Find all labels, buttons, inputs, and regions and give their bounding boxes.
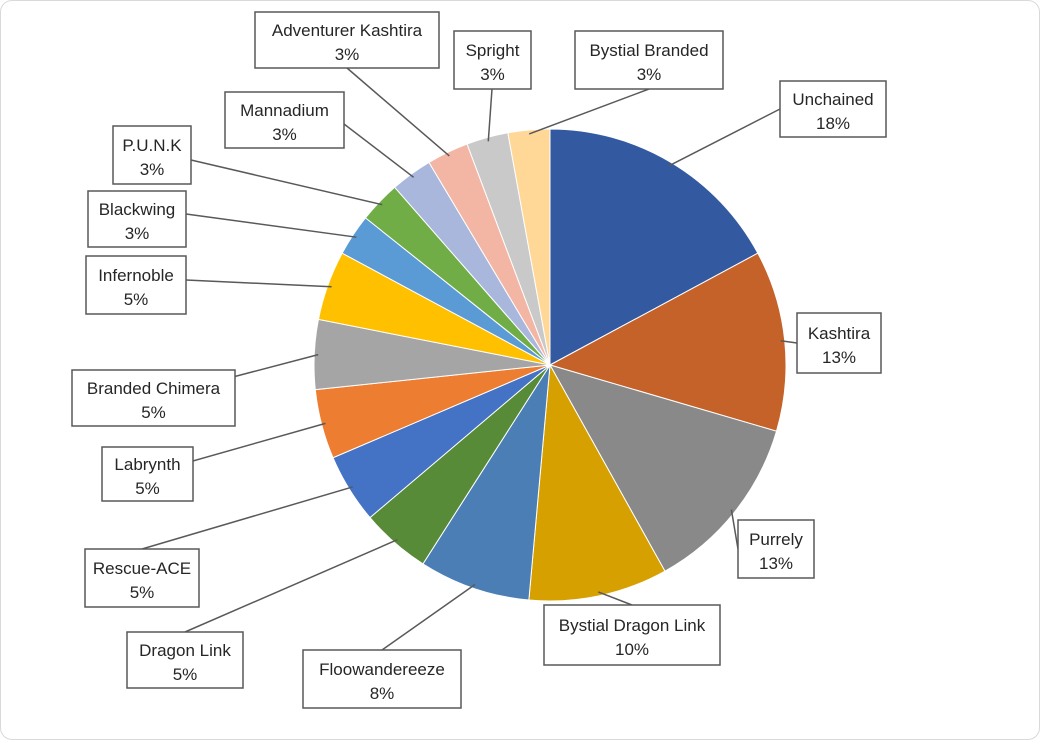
data-label-p-u-n-k: P.U.N.K 3% [112,125,192,185]
data-label-adventurer-kashtira: Adventurer Kashtira 3% [254,11,440,69]
data-label-percent: 5% [135,479,160,498]
data-label-box [84,548,200,608]
data-label-name: Adventurer Kashtira [272,21,423,40]
data-label-percent: 3% [637,65,662,84]
data-label-name: Floowandereeze [319,660,445,679]
pie-slice-bystial-dragon-link [528,363,666,602]
data-label-name: Kashtira [808,324,871,343]
data-label-percent: 10% [615,640,649,659]
pie-slice-bystial-branded [507,128,551,366]
leader-line-floowandereeze [381,583,476,651]
leader-line-bystial-branded [528,88,650,135]
data-label-percent: 5% [173,665,198,684]
pie-slice-purrely [548,364,778,572]
data-label-box [453,30,532,90]
data-label-name: Labrynth [114,455,180,474]
data-label-percent: 3% [125,224,150,243]
data-label-name: Blackwing [99,200,176,219]
data-label-percent: 5% [124,290,149,309]
data-label-percent: 3% [335,45,360,64]
data-label-name: Unchained [792,90,873,109]
data-label-box [796,312,882,374]
pie-slice-kashtira [548,252,787,432]
data-label-name: Infernoble [98,266,174,285]
data-label-percent: 8% [370,684,395,703]
data-label-percent: 5% [130,583,155,602]
data-label-name: Bystial Dragon Link [559,616,706,635]
leader-line-kashtira [780,340,798,344]
pie-slice-floowandereeze [422,364,551,601]
data-label-bystial-dragon-link: Bystial Dragon Link 10% [543,604,721,666]
data-label-purrely: Purrely 13% [737,519,815,579]
data-label-bystial-branded: Bystial Branded 3% [574,30,724,90]
data-label-box [779,80,887,138]
data-label-name: P.U.N.K [122,136,182,155]
data-label-percent: 18% [816,114,850,133]
data-label-blackwing: Blackwing 3% [87,190,187,248]
data-label-percent: 3% [480,65,505,84]
data-label-name: Spright [466,41,520,60]
data-label-box [85,255,187,315]
leader-line-purrely [730,509,739,550]
pie-slice-unchained [549,128,759,366]
data-label-name: Branded Chimera [87,379,221,398]
data-label-name: Bystial Branded [589,41,708,60]
leader-line-spright [487,88,493,142]
data-label-floowandereeze: Floowandereeze 8% [302,649,462,709]
leader-line-dragon-link [184,539,398,633]
data-label-dragon-link: Dragon Link 5% [126,631,244,689]
data-label-percent: 5% [141,403,166,422]
data-label-box [87,190,187,248]
data-label-name: Rescue-ACE [93,559,191,578]
data-label-name: Mannadium [240,101,329,120]
leader-line-mannadium [343,123,415,178]
data-label-box [254,11,440,69]
data-label-box [302,649,462,709]
leader-line-infernoble [185,279,332,288]
data-label-box [224,91,345,149]
leader-line-adventurer-kashtira [346,67,450,157]
data-label-percent: 13% [822,348,856,367]
data-label-infernoble: Infernoble 5% [85,255,187,315]
data-label-labrynth: Labrynth 5% [101,446,194,502]
data-label-percent: 3% [272,125,297,144]
data-label-percent: 3% [140,160,165,179]
data-label-box [543,604,721,666]
data-label-name: Dragon Link [139,641,231,660]
leader-line-blackwing [185,213,357,238]
leader-line-rescue-ace [141,486,353,550]
data-label-spright: Spright 3% [453,30,532,90]
data-label-mannadium: Mannadium 3% [224,91,345,149]
data-label-percent: 13% [759,554,793,573]
leader-line-bystial-dragon-link [597,591,633,606]
data-label-box [101,446,194,502]
leader-line-p-u-n-k [190,159,383,206]
data-label-box [126,631,244,689]
data-label-box [737,519,815,579]
data-label-name: Purrely [749,530,803,549]
data-label-box [574,30,724,90]
data-label-rescue-ace: Rescue-ACE 5% [84,548,200,608]
data-label-unchained: Unchained 18% [779,80,887,138]
data-label-kashtira: Kashtira 13% [796,312,882,374]
data-label-box [112,125,192,185]
data-label-box [71,369,236,427]
leader-line-unchained [668,108,781,167]
data-label-branded-chimera: Branded Chimera 5% [71,369,236,427]
